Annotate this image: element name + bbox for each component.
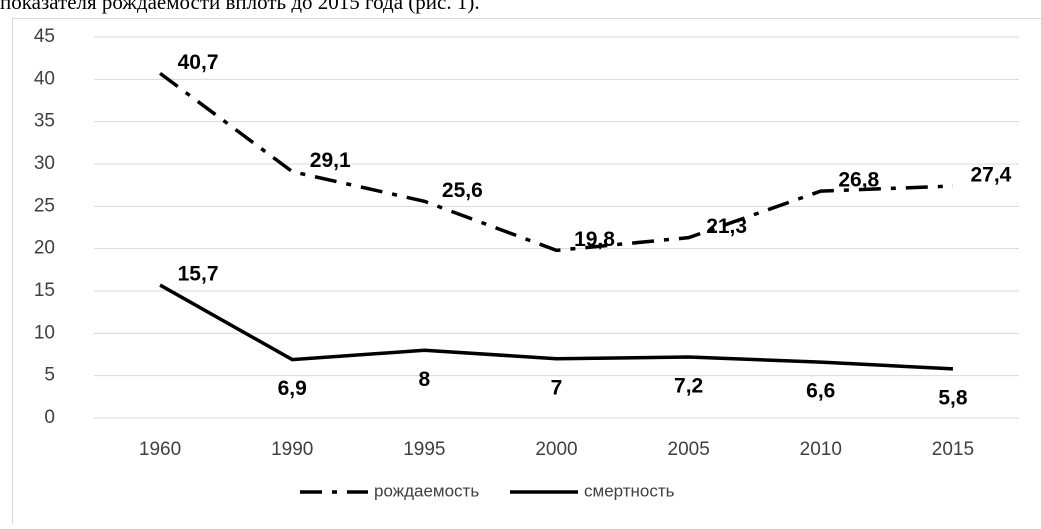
x-tick-label: 1960 bbox=[139, 439, 181, 460]
legend-label: рождаемость bbox=[374, 481, 479, 500]
y-tick-label: 30 bbox=[34, 153, 55, 174]
y-tick-label: 5 bbox=[44, 365, 55, 386]
y-tick-label: 10 bbox=[34, 322, 55, 343]
y-tick-label: 45 bbox=[34, 26, 55, 47]
series-line bbox=[160, 285, 953, 369]
data-label: 5,8 bbox=[938, 386, 968, 409]
data-label: 21,3 bbox=[706, 215, 747, 238]
series-line bbox=[160, 73, 953, 250]
y-tick-label: 0 bbox=[44, 407, 55, 428]
data-label: 6,9 bbox=[278, 377, 307, 400]
data-label: 15,7 bbox=[178, 263, 219, 286]
data-label: 7,2 bbox=[674, 375, 703, 398]
data-label: 40,7 bbox=[178, 51, 219, 74]
data-label: 26,8 bbox=[838, 169, 879, 192]
data-label: 19,8 bbox=[574, 228, 615, 251]
data-label: 29,1 bbox=[310, 149, 351, 172]
x-tick-label: 1995 bbox=[403, 439, 445, 460]
y-tick-label: 25 bbox=[34, 195, 55, 216]
x-tick-label: 1990 bbox=[271, 439, 313, 460]
data-label: 6,6 bbox=[806, 380, 835, 403]
legend-label: смертность bbox=[584, 481, 675, 500]
y-tick-label: 35 bbox=[34, 111, 55, 132]
y-tick-label: 15 bbox=[34, 280, 55, 301]
data-label: 25,6 bbox=[442, 179, 483, 202]
caption: показателя рождаемости вплоть до 2015 го… bbox=[0, 0, 480, 14]
y-tick-label: 20 bbox=[34, 238, 55, 259]
y-tick-label: 40 bbox=[34, 68, 55, 89]
x-tick-label: 2005 bbox=[668, 439, 710, 460]
x-tick-label: 2010 bbox=[800, 439, 842, 460]
data-label: 8 bbox=[419, 368, 431, 391]
x-tick-label: 2015 bbox=[932, 439, 974, 460]
data-label: 7 bbox=[551, 376, 563, 399]
data-label: 27,4 bbox=[970, 164, 1011, 187]
x-tick-label: 2000 bbox=[535, 439, 577, 460]
